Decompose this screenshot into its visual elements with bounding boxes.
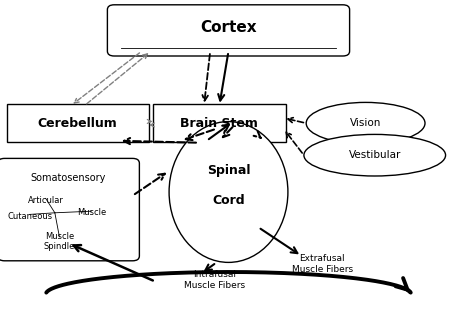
Text: Brain Stem: Brain Stem [181,117,258,130]
Text: Muscle
Spindle: Muscle Spindle [44,232,75,251]
Text: Vision: Vision [350,118,381,128]
Ellipse shape [306,102,425,144]
FancyBboxPatch shape [7,104,149,142]
Text: Cortex: Cortex [200,20,257,35]
FancyBboxPatch shape [0,158,139,261]
Text: Spinal

Cord: Spinal Cord [207,164,250,207]
Text: Cerebellum: Cerebellum [38,117,117,130]
Ellipse shape [169,122,288,262]
Text: Vestibular: Vestibular [349,150,401,160]
Text: Intrafusal
Muscle Fibers: Intrafusal Muscle Fibers [184,270,245,290]
Text: Articular: Articular [28,196,64,204]
Ellipse shape [304,134,446,176]
FancyBboxPatch shape [153,104,286,142]
Text: Extrafusal
Muscle Fibers: Extrafusal Muscle Fibers [292,254,353,274]
Text: Cutaneous: Cutaneous [7,212,52,220]
FancyBboxPatch shape [107,5,350,56]
Text: Muscle: Muscle [77,208,106,217]
Text: Somatosensory: Somatosensory [31,172,106,183]
